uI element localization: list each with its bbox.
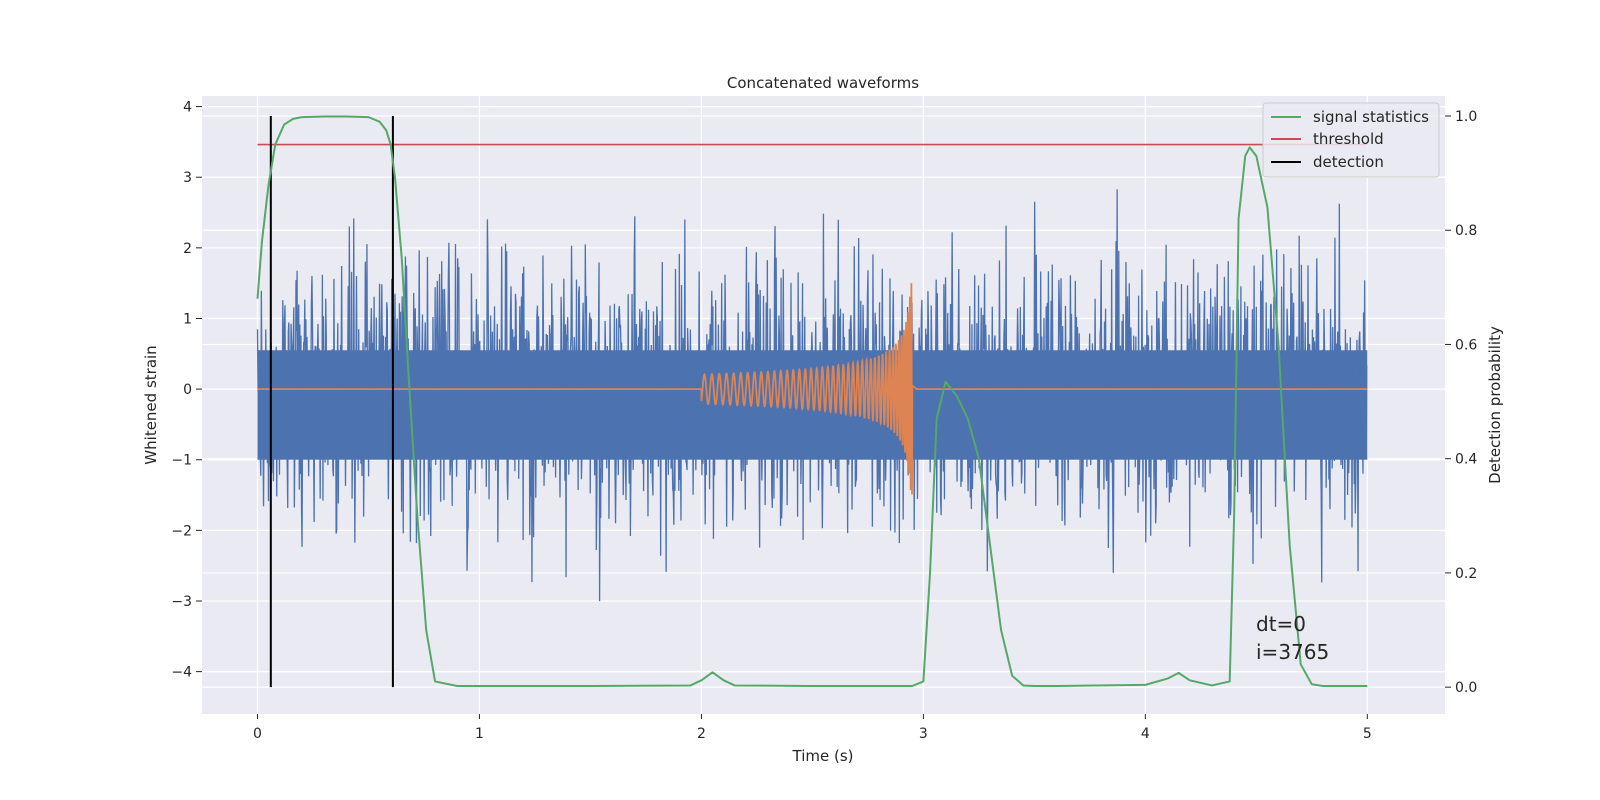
y-tick-label-left: 0	[183, 382, 192, 398]
x-tick-label: 5	[1363, 726, 1372, 742]
x-tick-label: 2	[697, 726, 706, 742]
y-tick-label-left: −1	[171, 453, 192, 469]
x-axis-label: Time (s)	[792, 747, 854, 765]
legend-label-signal-statistics: signal statistics	[1313, 108, 1429, 126]
x-ticks: 0 1 2 3 4 5	[253, 714, 1372, 742]
annotation-i: i=3765	[1256, 640, 1329, 664]
y-tick-label-right: 0.0	[1455, 680, 1477, 696]
y-axis-label-left: Whitened strain	[142, 345, 160, 464]
y-tick-label-left: 4	[183, 100, 192, 116]
y-tick-label-right: 1.0	[1455, 109, 1477, 125]
chart-title: Concatenated waveforms	[727, 74, 919, 92]
y-tick-label-left: −4	[171, 665, 192, 681]
y-tick-label-left: 1	[183, 311, 192, 327]
legend: signal statistics threshold detection	[1262, 102, 1440, 178]
x-tick-label: 4	[1141, 726, 1150, 742]
annotation-dt: dt=0	[1256, 612, 1306, 636]
annotation: dt=0 i=3765	[1256, 612, 1329, 664]
x-tick-label: 0	[253, 726, 262, 742]
y-tick-label-right: 0.6	[1455, 337, 1477, 353]
x-tick-label: 3	[919, 726, 928, 742]
strain-series	[256, 189, 1368, 602]
template-line	[257, 283, 1368, 495]
y-tick-label-right: 0.2	[1455, 566, 1477, 582]
y-tick-label-left: −3	[171, 594, 192, 610]
signal-statistics-line	[256, 115, 1368, 688]
y-tick-label-left: 2	[183, 241, 192, 257]
y-ticks-left: −4 −3 −2 −1 0 1 2 3 4	[171, 100, 202, 681]
legend-label-detection: detection	[1313, 153, 1384, 171]
detection-series	[269, 115, 394, 688]
legend-label-threshold: threshold	[1313, 130, 1384, 148]
legend-box	[1262, 102, 1440, 178]
y-tick-label-right: 0.8	[1455, 223, 1477, 239]
y-tick-label-right: 0.4	[1455, 452, 1477, 468]
y-tick-label-left: 3	[183, 170, 192, 186]
x-tick-label: 1	[475, 726, 484, 742]
signal-statistics-series	[256, 115, 1368, 688]
y-axis-label-right: Detection probability	[1486, 326, 1504, 484]
y-ticks-right: 0.0 0.2 0.4 0.6 0.8 1.0	[1445, 109, 1477, 696]
template-series	[257, 283, 1368, 495]
strain-line	[256, 189, 1368, 602]
y-tick-label-left: −2	[171, 523, 192, 539]
